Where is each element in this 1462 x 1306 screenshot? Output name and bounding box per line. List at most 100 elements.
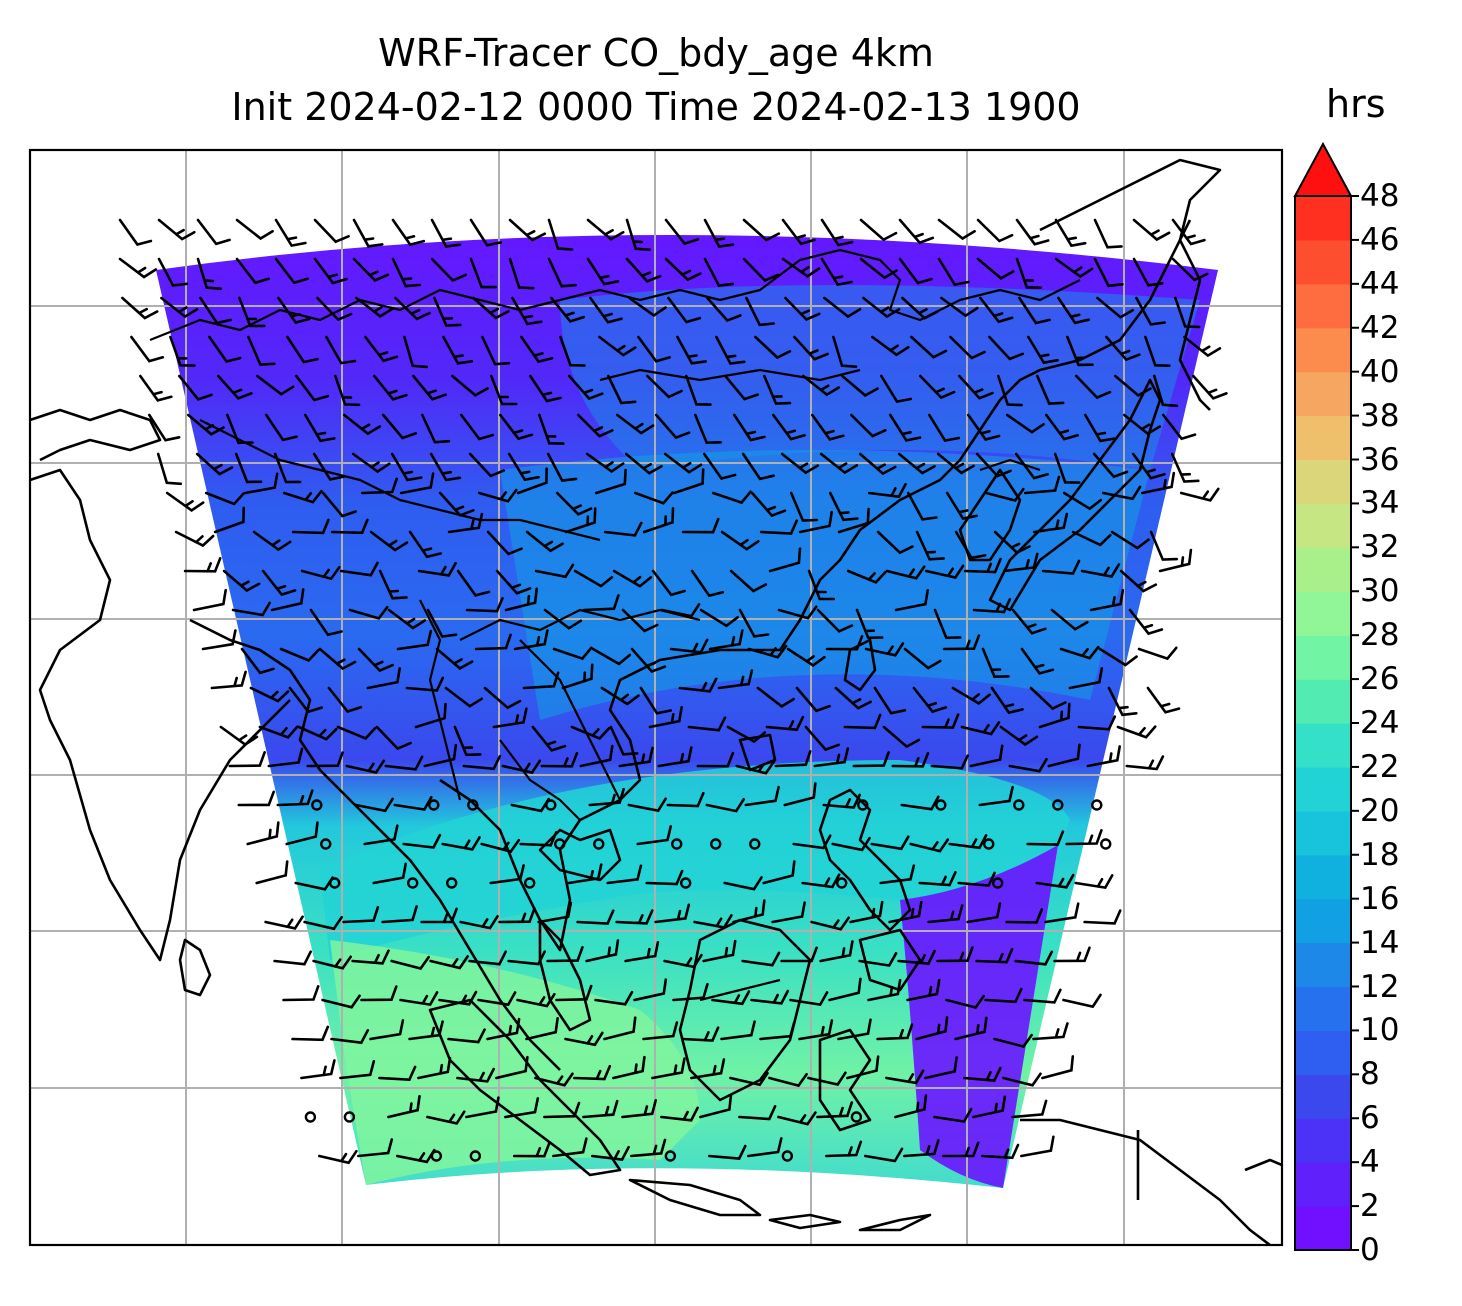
wind-barb (169, 335, 196, 367)
wind-barb (618, 746, 654, 768)
calm-wind-marker (445, 877, 458, 889)
wind-barb (318, 1149, 358, 1165)
wind-barb (819, 452, 859, 475)
wind-barb (402, 833, 442, 849)
wind-barb (633, 978, 668, 1002)
wind-barb (969, 744, 1004, 768)
wind-barb (898, 257, 933, 285)
wind-barb (997, 374, 1023, 407)
wind-barb (1041, 559, 1081, 575)
wind-barb (1062, 993, 1102, 1009)
wind-barb (258, 725, 299, 739)
wind-barb (1144, 335, 1171, 367)
wind-barb (807, 1071, 847, 1086)
wind-barb (373, 374, 408, 401)
wind-barb (625, 218, 651, 251)
colorbar-tick-label: 18 (1360, 836, 1400, 873)
wind-barb (550, 296, 585, 323)
colorbar-segment (1295, 854, 1351, 900)
wind-barb (1008, 757, 1048, 773)
wind-barb (966, 902, 1002, 924)
wind-barb (469, 218, 503, 247)
wind-barb (1071, 530, 1112, 547)
wind-barb (1023, 988, 1062, 1004)
wind-barb (1192, 374, 1228, 400)
wind-barb (795, 686, 831, 713)
wind-barb (330, 518, 369, 535)
wind-barb (871, 335, 910, 357)
wind-barb (507, 452, 540, 482)
wind-barb (343, 413, 382, 436)
wind-barb (480, 838, 521, 854)
wind-barb (666, 791, 705, 808)
title-line-2: Init 2024-02-12 0000 Time 2024-02-13 190… (231, 85, 1081, 129)
wind-barb (474, 633, 512, 651)
wind-barb (1135, 296, 1166, 326)
coast-timor (858, 1213, 932, 1232)
wind-barb (876, 1023, 914, 1041)
wind-barb (885, 565, 926, 580)
calm-wind-marker (311, 799, 323, 811)
wind-barb (334, 374, 361, 407)
wind-barb (399, 472, 435, 495)
calm-wind-marker (328, 877, 341, 889)
wind-barb (351, 949, 390, 965)
calm-wind-marker (304, 1111, 317, 1123)
wind-barb (972, 598, 1012, 614)
wind-barb (972, 1095, 1007, 1119)
wind-barb (798, 510, 833, 534)
wind-barb (858, 952, 898, 967)
wind-barb (918, 871, 957, 887)
wind-barb (789, 991, 829, 1007)
colorbar-segment (1295, 239, 1351, 285)
wind-barb (210, 670, 247, 690)
wind-barb (256, 374, 295, 396)
wind-barb (238, 296, 266, 328)
calm-wind-marker (679, 877, 692, 889)
wind-barb (249, 686, 290, 703)
wind-barb (235, 257, 270, 285)
wind-barb (759, 519, 798, 535)
colorbar-tick-label: 26 (1360, 661, 1400, 698)
wind-barb (531, 725, 567, 752)
wind-barb (297, 725, 338, 741)
wind-barb (1047, 743, 1081, 768)
coast-west-islands (30, 408, 162, 462)
calm-wind-marker (935, 799, 947, 811)
wind-barb (600, 686, 640, 706)
border-china-south (459, 608, 701, 641)
calm-wind-marker (554, 838, 566, 850)
wind-barb (967, 413, 1001, 441)
wind-barb (481, 335, 511, 366)
wind-barb (906, 491, 938, 521)
wind-barb (543, 608, 583, 630)
wind-barb (924, 1056, 958, 1080)
wind-barb (429, 452, 462, 482)
coast-indochina (439, 529, 862, 952)
wind-barb (178, 374, 213, 401)
wind-barb (1032, 512, 1069, 534)
wind-barb (313, 218, 350, 244)
wind-barb (208, 335, 242, 363)
coast-gulf-thailand (538, 828, 622, 882)
wind-barb (774, 750, 812, 768)
wind-barb (303, 915, 343, 931)
wind-barb (372, 862, 407, 885)
wind-barb (429, 955, 469, 970)
calm-wind-marker (1100, 838, 1112, 850)
wind-barb (738, 608, 770, 638)
wind-barb (279, 647, 320, 662)
wind-barb (529, 374, 562, 403)
wind-barb (780, 946, 818, 963)
wind-barb (235, 218, 274, 241)
wind-barb (511, 296, 543, 326)
colorbar-tick-label: 48 (1360, 178, 1400, 214)
wind-barb (984, 987, 1023, 1004)
wind-barb (489, 864, 525, 885)
wind-barb (394, 296, 431, 321)
wind-barb (981, 647, 1010, 679)
wind-barb (660, 1106, 699, 1122)
wind-barb (867, 483, 907, 499)
wind-barb (768, 1072, 808, 1088)
wind-barb (664, 218, 700, 246)
